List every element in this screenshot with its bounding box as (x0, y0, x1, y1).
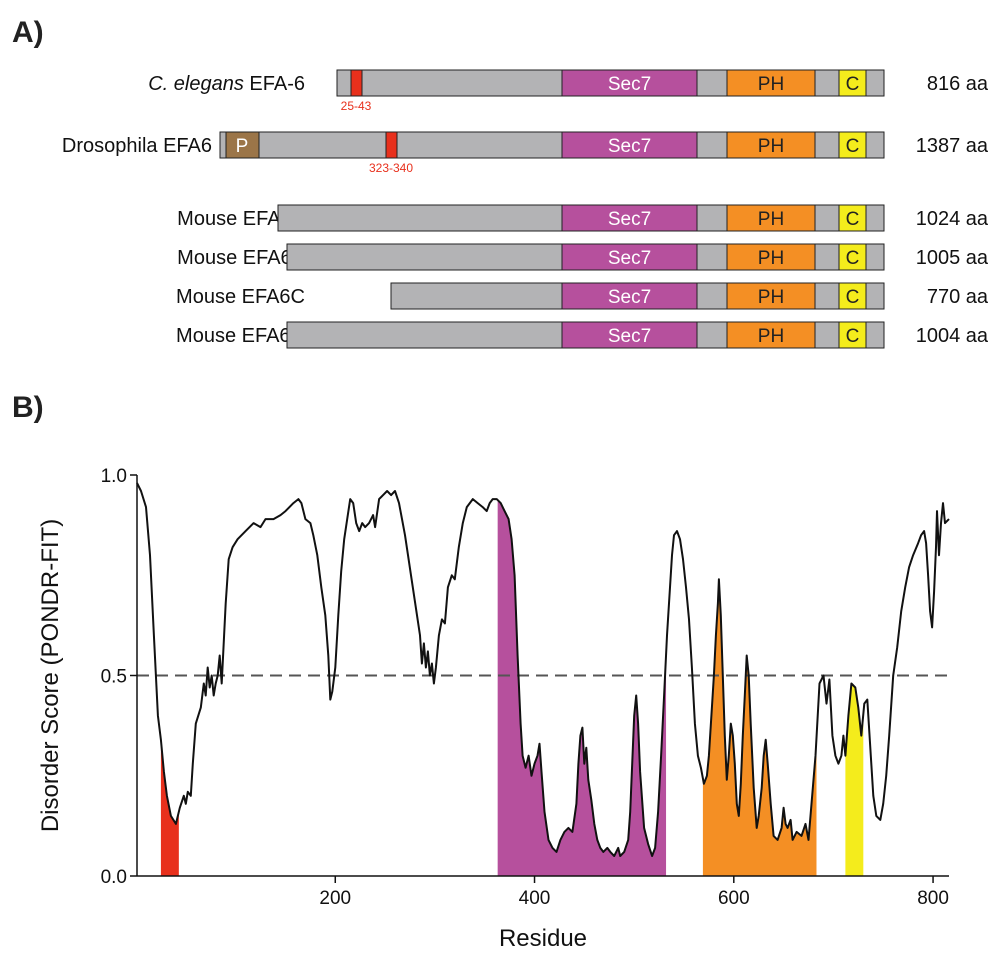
sec7-label: Sec7 (608, 74, 651, 95)
panel-b-label: B) (12, 391, 44, 424)
protein-length: 1387 aa (916, 135, 989, 157)
x-tick-label: 200 (319, 888, 351, 909)
sec7-domain (561, 282, 698, 310)
sec7-domain (561, 321, 698, 349)
protein-name: Mouse EFA6A (177, 208, 306, 230)
c-domain (838, 69, 867, 97)
y-tick-label: 1.0 (101, 466, 127, 487)
sec7-domain (561, 131, 698, 159)
sec7-domain (561, 243, 698, 271)
ph-domain (726, 204, 816, 232)
disorder-line (136, 482, 950, 857)
protein-name: Mouse EFA6B (177, 247, 305, 269)
p-label: P (236, 136, 249, 157)
protein-name: Mouse EFA6C (176, 286, 305, 308)
protein-row: C. elegans EFA-6 Sec7 PH C 25-43 816 aa (148, 69, 989, 113)
protein-length: 1004 aa (916, 325, 989, 347)
c-domain (838, 321, 867, 349)
ph-label: PH (758, 136, 784, 157)
sec7-label: Sec7 (608, 136, 651, 157)
ph-domain (726, 321, 816, 349)
motif-label: 323-340 (369, 161, 413, 175)
x-tick-label: 600 (718, 888, 750, 909)
motif-box (385, 131, 398, 159)
region-ph (702, 579, 817, 876)
c-label: C (846, 287, 860, 308)
region-c (845, 683, 864, 876)
sec7-domain (561, 204, 698, 232)
ph-label: PH (758, 248, 784, 269)
c-label: C (846, 326, 860, 347)
ph-label: PH (758, 209, 784, 230)
c-label: C (846, 209, 860, 230)
y-axis-label: Disorder Score (PONDR-FIT) (37, 519, 64, 832)
panel-a-label: A) (12, 16, 44, 49)
sec7-label: Sec7 (608, 287, 651, 308)
motif-label: 25-43 (341, 99, 372, 113)
c-label: C (846, 248, 860, 269)
p-domain (225, 131, 260, 159)
ph-domain (726, 243, 816, 271)
c-label: C (846, 136, 860, 157)
x-axis-label: Residue (499, 925, 587, 952)
c-domain (838, 282, 867, 310)
protein-row: Mouse EFA6C Sec7 PH C 770 aa (176, 282, 989, 310)
ph-domain (726, 69, 816, 97)
protein-name: Drosophila EFA6 (62, 135, 212, 157)
c-domain (838, 131, 867, 159)
sec7-label: Sec7 (608, 326, 651, 347)
sec7-domain (561, 69, 698, 97)
ph-label: PH (758, 74, 784, 95)
protein-length: 816 aa (927, 73, 989, 95)
sec7-label: Sec7 (608, 209, 651, 230)
protein-length: 770 aa (927, 286, 989, 308)
protein-length: 1005 aa (916, 247, 989, 269)
region-motif (160, 739, 179, 876)
y-tick-label: 0.5 (101, 667, 127, 688)
c-label: C (846, 74, 860, 95)
protein-domain-diagrams: C. elegans EFA-6 Sec7 PH C 25-43 816 aa Drosop… (62, 69, 989, 349)
protein-length: 1024 aa (916, 208, 989, 230)
x-tick-label: 800 (917, 888, 949, 909)
y-tick-label: 0.0 (101, 867, 127, 888)
protein-row: Drosophila EFA6 Sec7 PH C P 323-340 1387 aa (62, 131, 989, 175)
protein-name: C. elegans EFA-6 (148, 73, 305, 95)
protein-row: Mouse EFA6B Sec7 PH C 1005 aa (177, 243, 989, 271)
protein-name: Mouse EFA6D (176, 325, 305, 347)
c-domain (838, 204, 867, 232)
motif-box (350, 69, 363, 97)
ph-domain (726, 131, 816, 159)
ph-domain (726, 282, 816, 310)
disorder-plot: 200 400 600 800 0.0 0.5 1.0 Residue Disorder Sco… (37, 466, 950, 952)
ph-label: PH (758, 326, 784, 347)
region-sec7 (497, 500, 667, 876)
protein-row: Mouse EFA6A Sec7 PH C 1024 aa (177, 204, 989, 232)
x-tick-label: 400 (519, 888, 551, 909)
c-domain (838, 243, 867, 271)
protein-row: Mouse EFA6D Sec7 PH C 1004 aa (176, 321, 989, 349)
ph-label: PH (758, 287, 784, 308)
sec7-label: Sec7 (608, 248, 651, 269)
